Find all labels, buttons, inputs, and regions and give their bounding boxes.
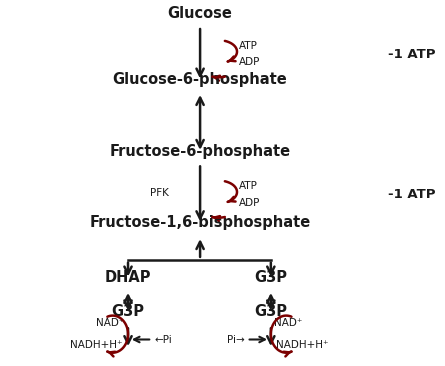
- Text: G3P: G3P: [112, 305, 145, 320]
- Text: Glucose-6-phosphate: Glucose-6-phosphate: [113, 72, 287, 87]
- Text: -1 ATP: -1 ATP: [388, 188, 436, 201]
- Text: -1 ATP: -1 ATP: [388, 48, 436, 61]
- Text: ATP: ATP: [239, 181, 258, 191]
- Text: G3P: G3P: [255, 305, 287, 320]
- Text: Fructose-6-phosphate: Fructose-6-phosphate: [109, 144, 291, 159]
- Text: ←Pi: ←Pi: [154, 335, 172, 344]
- Text: NADH+H⁺: NADH+H⁺: [276, 340, 328, 350]
- Text: Pi→: Pi→: [227, 335, 244, 344]
- Text: ADP: ADP: [239, 57, 260, 67]
- Text: ADP: ADP: [239, 198, 260, 208]
- Text: ATP: ATP: [239, 41, 258, 51]
- Text: NAD⁺: NAD⁺: [96, 318, 125, 328]
- Text: NADH+H⁺: NADH+H⁺: [70, 340, 123, 350]
- Text: Fructose-1,6-bisphosphate: Fructose-1,6-bisphosphate: [89, 215, 311, 230]
- Text: DHAP: DHAP: [105, 270, 151, 285]
- Text: PFK: PFK: [150, 188, 168, 198]
- Text: Glucose: Glucose: [168, 6, 233, 21]
- Text: G3P: G3P: [255, 270, 287, 285]
- Text: NAD⁺: NAD⁺: [275, 318, 303, 328]
